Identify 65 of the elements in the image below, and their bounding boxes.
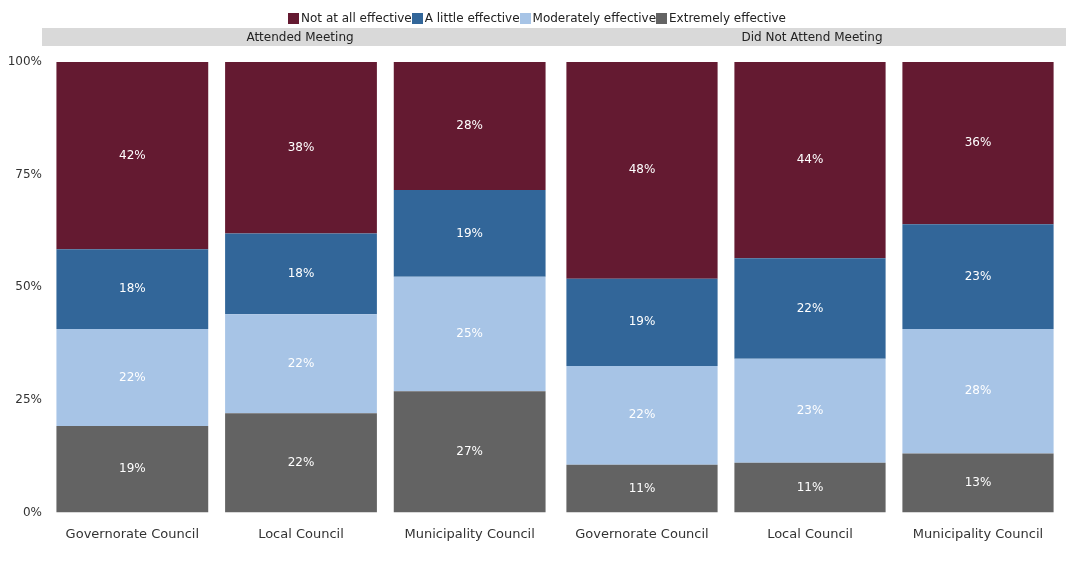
y-tick-label: 50% bbox=[15, 279, 42, 294]
bar bbox=[393, 189, 546, 277]
data-label: 22% bbox=[119, 369, 146, 384]
data-label: 19% bbox=[628, 314, 656, 329]
data-label: 48% bbox=[628, 162, 656, 177]
x-tick-label: Local Council bbox=[258, 525, 344, 541]
data-label: 28% bbox=[964, 383, 992, 398]
bar bbox=[566, 62, 718, 279]
legend-label: Not at all effective bbox=[301, 11, 412, 25]
data-label: 25% bbox=[456, 326, 483, 341]
data-label: 28% bbox=[456, 118, 483, 133]
data-label: 27% bbox=[456, 443, 483, 458]
bar bbox=[56, 425, 209, 513]
data-label: 18% bbox=[287, 266, 315, 281]
bar bbox=[56, 62, 209, 250]
legend-label: A little effective bbox=[424, 11, 520, 25]
data-label: 13% bbox=[964, 475, 992, 490]
y-tick-label: 25% bbox=[15, 391, 42, 406]
bar bbox=[902, 453, 1054, 513]
x-tick-label: Governorate Council bbox=[575, 525, 709, 541]
bar bbox=[902, 62, 1054, 225]
x-tick-label: Municipality Council bbox=[912, 525, 1044, 541]
data-label: 23% bbox=[796, 402, 824, 417]
data-label: 19% bbox=[456, 225, 483, 240]
bar bbox=[225, 233, 377, 315]
chart-title: Did Not Attend Meeting bbox=[558, 28, 1066, 46]
bar bbox=[393, 62, 546, 190]
data-label: 23% bbox=[964, 268, 992, 283]
bar bbox=[393, 391, 546, 513]
data-label: 38% bbox=[287, 139, 315, 154]
bar bbox=[393, 276, 546, 392]
bar bbox=[566, 366, 718, 465]
bar bbox=[225, 314, 377, 414]
bar bbox=[225, 413, 377, 513]
data-label: 44% bbox=[796, 152, 824, 167]
data-label: 19% bbox=[119, 461, 146, 476]
data-label: 11% bbox=[628, 480, 656, 495]
bar bbox=[56, 329, 209, 426]
y-tick-label: 100% bbox=[7, 54, 42, 69]
data-label: 22% bbox=[287, 454, 315, 469]
bar bbox=[902, 224, 1054, 330]
data-label: 22% bbox=[287, 355, 315, 370]
data-label: 11% bbox=[796, 479, 824, 494]
data-label: 42% bbox=[119, 147, 146, 162]
bar bbox=[566, 278, 718, 367]
data-label: 22% bbox=[796, 300, 824, 315]
y-tick-label: 0% bbox=[22, 504, 42, 519]
x-tick-label: Municipality Council bbox=[404, 525, 535, 541]
bar bbox=[56, 249, 209, 330]
bar bbox=[566, 464, 718, 513]
legend-label: Extremely effective bbox=[669, 11, 786, 25]
legend-label: Moderately effective bbox=[532, 11, 657, 25]
chart-title: Attended Meeting bbox=[42, 28, 558, 46]
bar bbox=[734, 358, 886, 463]
bar bbox=[225, 62, 377, 234]
data-label: 22% bbox=[628, 407, 656, 422]
bar bbox=[734, 62, 886, 259]
bar bbox=[734, 462, 886, 513]
bar bbox=[734, 258, 886, 359]
x-tick-label: Governorate Council bbox=[65, 525, 200, 541]
y-tick-label: 75% bbox=[15, 166, 42, 181]
x-tick-label: Local Council bbox=[767, 525, 853, 541]
data-label: 18% bbox=[119, 281, 146, 296]
data-label: 36% bbox=[964, 135, 992, 150]
bar bbox=[902, 329, 1054, 454]
